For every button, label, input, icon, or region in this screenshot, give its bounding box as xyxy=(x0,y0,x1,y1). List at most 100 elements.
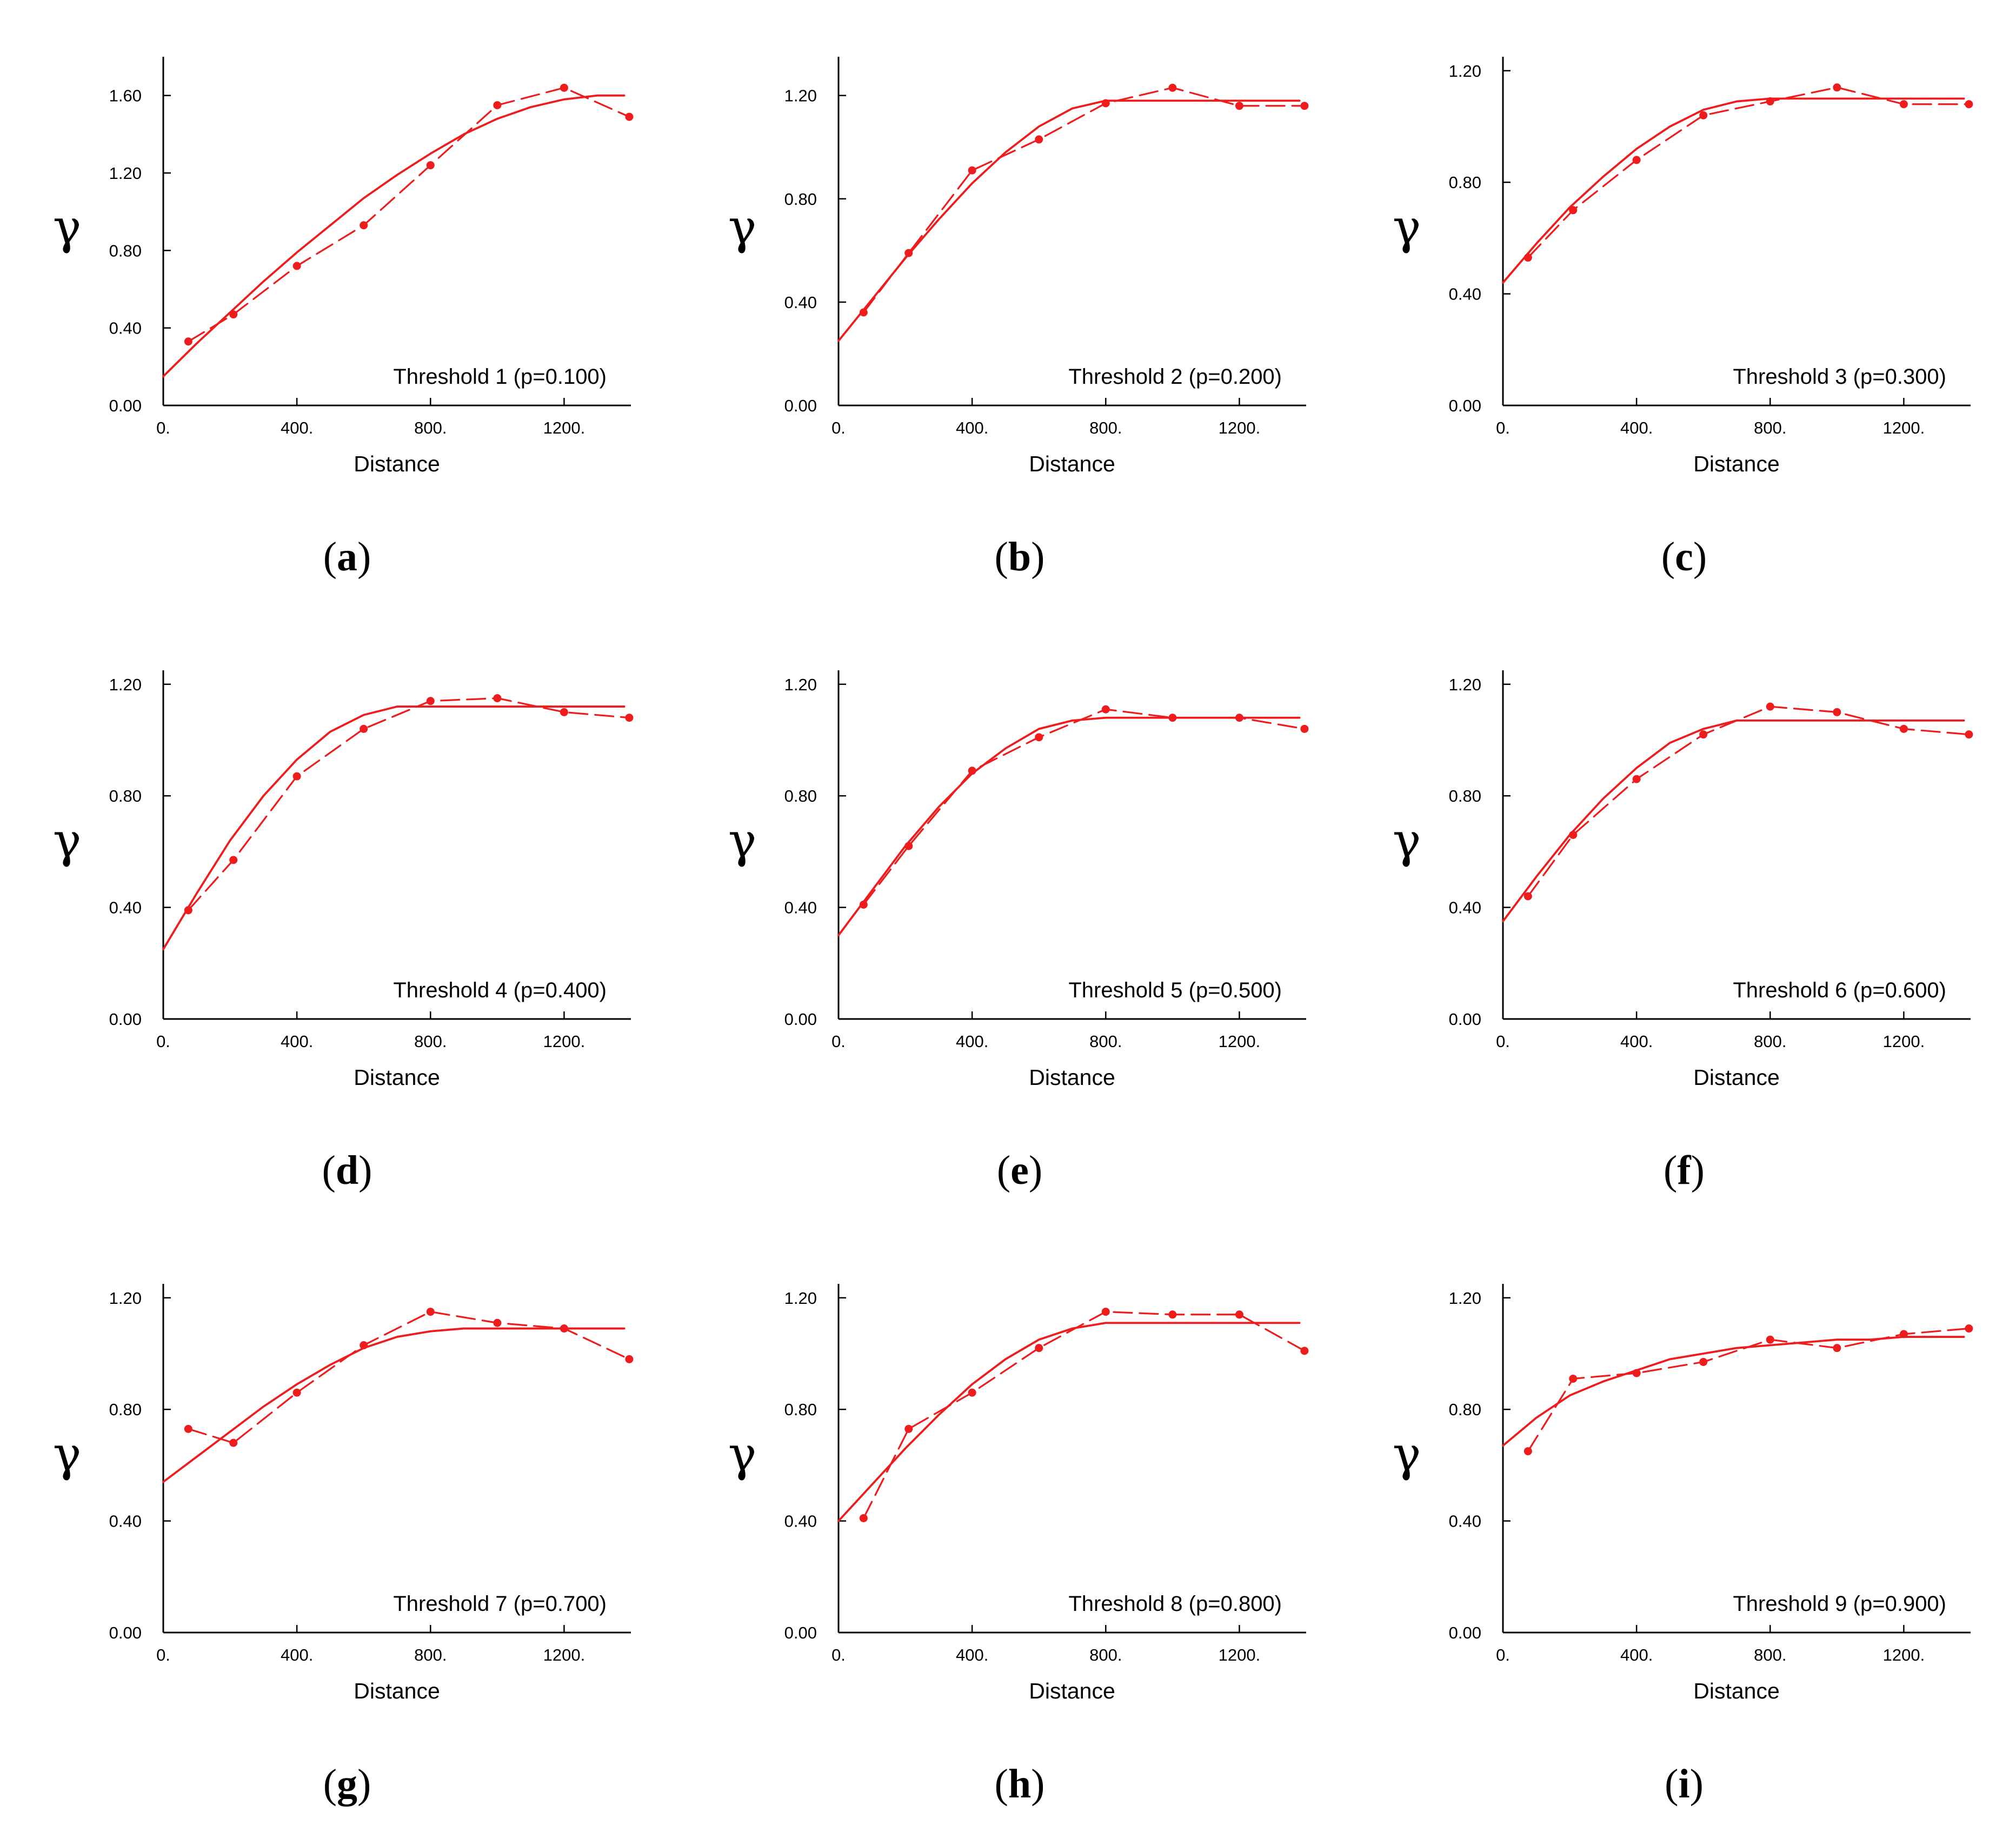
x-tick-label: 800. xyxy=(414,418,447,437)
experimental-point xyxy=(1569,1374,1578,1383)
experimental-point xyxy=(493,694,502,703)
y-tick-label: 0.80 xyxy=(784,787,817,805)
x-tick-label: 400. xyxy=(281,418,313,437)
x-tick-label: 800. xyxy=(1089,1646,1122,1664)
panel-h: 0. 400. 800. 1200. 0.00 0.40 0.80 1.20 Distance γ… xyxy=(728,1284,1309,1807)
experimental-point xyxy=(1523,892,1532,901)
x-axis-label: Distance xyxy=(1693,1678,1780,1703)
x-axis-label: Distance xyxy=(354,1065,440,1090)
y-tick-label: 1.20 xyxy=(1449,1289,1481,1308)
y-tick-label: 0.80 xyxy=(1449,1400,1481,1419)
y-tick-label: 0.80 xyxy=(109,787,142,805)
y-tick-label: 1.20 xyxy=(1449,62,1481,81)
experimental-variogram-line xyxy=(1527,705,1970,897)
y-tick-label: 0.80 xyxy=(784,1400,817,1419)
experimental-point xyxy=(1699,730,1708,739)
experimental-point xyxy=(560,83,568,92)
model-variogram-line xyxy=(1502,97,1965,284)
experimental-point xyxy=(1168,83,1177,92)
experimental-point xyxy=(360,221,368,230)
model-variogram-line xyxy=(162,1327,626,1483)
y-tick-label: 0.00 xyxy=(784,396,817,415)
experimental-point xyxy=(229,1438,238,1447)
panel-b: 0. 400. 800. 1200. 0.00 0.40 0.80 1.20 Distance γ… xyxy=(728,57,1309,579)
panel-caption: (b) xyxy=(995,534,1045,579)
x-tick-label: 800. xyxy=(1089,1032,1122,1051)
x-tick-label: 1200. xyxy=(1219,1032,1261,1051)
model-variogram-line xyxy=(837,99,1301,342)
legend-label: Threshold 8 (p=0.800) xyxy=(1068,1592,1282,1616)
x-tick-label: 800. xyxy=(414,1646,447,1664)
panel-i: 0. 400. 800. 1200. 0.00 0.40 0.80 1.20 Distance γ… xyxy=(1393,1284,1973,1807)
x-tick-label: 0. xyxy=(1496,1032,1510,1051)
experimental-point xyxy=(1766,1335,1774,1344)
y-tick-label: 0.40 xyxy=(784,293,817,312)
y-tick-label: 0.00 xyxy=(784,1623,817,1642)
experimental-point xyxy=(1632,775,1641,783)
panel-a: 0. 400. 800. 1200. 0.00 0.40 0.80 1.20 1.60 Dista… xyxy=(53,57,634,579)
model-variogram-line xyxy=(1502,719,1965,923)
x-tick-label: 800. xyxy=(1089,418,1122,437)
panel-caption: (g) xyxy=(323,1761,371,1807)
experimental-point xyxy=(1168,1310,1177,1319)
experimental-point xyxy=(360,724,368,733)
panel-caption: (a) xyxy=(323,534,371,579)
y-axis-label: γ xyxy=(53,1426,82,1482)
experimental-point xyxy=(1035,733,1043,742)
experimental-point xyxy=(560,708,568,716)
panel-caption: (h) xyxy=(995,1761,1045,1807)
experimental-point xyxy=(625,112,634,121)
x-axis-label: Distance xyxy=(354,451,440,476)
experimental-point xyxy=(426,161,435,170)
panel-caption-letter: f xyxy=(1677,1148,1692,1193)
experimental-point xyxy=(1101,705,1110,714)
panel-caption: (d) xyxy=(322,1148,372,1193)
experimental-point xyxy=(1035,135,1043,144)
y-axis-label: γ xyxy=(728,199,757,255)
y-axis-label: γ xyxy=(1393,812,1421,868)
experimental-point xyxy=(625,1355,634,1363)
panel-caption-letter: i xyxy=(1678,1761,1689,1807)
y-tick-label: 0.00 xyxy=(784,1010,817,1029)
panel-caption-letter: g xyxy=(337,1761,357,1807)
experimental-point xyxy=(1699,1357,1708,1366)
y-tick-label: 0.00 xyxy=(1449,1623,1481,1642)
x-tick-label: 400. xyxy=(956,1646,988,1664)
experimental-point xyxy=(1833,1344,1841,1353)
legend-label: Threshold 3 (p=0.300) xyxy=(1733,365,1946,389)
y-tick-label: 0.40 xyxy=(109,1512,142,1531)
x-tick-label: 400. xyxy=(956,1032,988,1051)
experimental-point xyxy=(968,166,976,175)
y-tick-label: 1.20 xyxy=(784,86,817,105)
x-tick-label: 1200. xyxy=(1883,418,1925,437)
x-axis-label: Distance xyxy=(1029,451,1115,476)
experimental-point xyxy=(1101,1308,1110,1316)
experimental-point xyxy=(1569,206,1578,215)
y-tick-label: 0.00 xyxy=(109,396,142,415)
experimental-point xyxy=(1965,100,1973,109)
y-tick-label: 0.80 xyxy=(784,190,817,209)
x-tick-label: 0. xyxy=(831,418,846,437)
experimental-point xyxy=(493,1318,502,1327)
experimental-point xyxy=(1235,102,1243,110)
y-tick-label: 0.00 xyxy=(109,1623,142,1642)
experimental-point xyxy=(184,337,192,346)
x-tick-label: 1200. xyxy=(1219,1646,1261,1664)
experimental-point xyxy=(1899,724,1908,733)
experimental-point xyxy=(493,101,502,110)
x-tick-label: 800. xyxy=(1754,418,1786,437)
experimental-variogram-line xyxy=(187,86,630,343)
x-tick-label: 0. xyxy=(156,1032,170,1051)
x-tick-label: 1200. xyxy=(543,1032,585,1051)
x-tick-label: 1200. xyxy=(543,418,585,437)
model-variogram-line xyxy=(837,1322,1301,1522)
y-axis-label: γ xyxy=(53,199,82,255)
x-axis-label: Distance xyxy=(1029,1678,1115,1703)
panel-caption: (c) xyxy=(1661,534,1707,579)
x-tick-label: 0. xyxy=(156,1646,170,1664)
panel-caption: (e) xyxy=(997,1148,1042,1193)
experimental-point xyxy=(904,1424,913,1433)
experimental-point xyxy=(426,697,435,705)
experimental-point xyxy=(1899,100,1908,109)
